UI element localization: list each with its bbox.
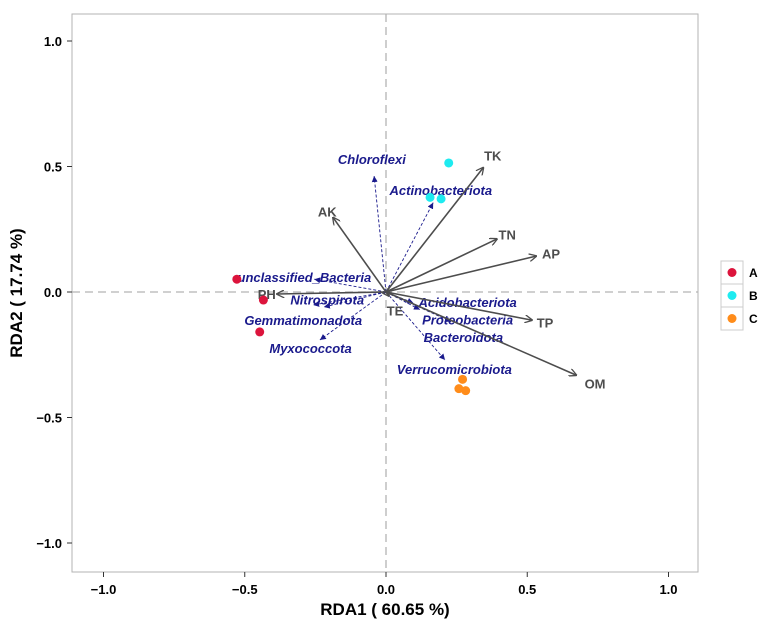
y-tick-label: 0.5 bbox=[44, 160, 62, 175]
y-tick-label: −0.5 bbox=[36, 411, 62, 426]
x-axis-title: RDA1 ( 60.65 %) bbox=[320, 600, 449, 619]
species-label: Nitrospirota bbox=[290, 292, 364, 307]
species-label: Myxococcota bbox=[269, 341, 351, 356]
environment-arrow bbox=[385, 291, 532, 320]
environment-label: TN bbox=[499, 227, 516, 242]
environment-arrow bbox=[385, 256, 536, 293]
environment-arrow bbox=[385, 168, 483, 293]
x-tick-label: −1.0 bbox=[91, 582, 117, 597]
legend-marker bbox=[727, 314, 737, 323]
sample-point-c bbox=[461, 386, 471, 396]
y-tick-label: 1.0 bbox=[44, 34, 62, 49]
sample-point-b bbox=[444, 158, 454, 168]
x-tick-label: 1.0 bbox=[659, 582, 677, 597]
legend-label: A bbox=[749, 266, 758, 280]
x-tick-label: 0.5 bbox=[518, 582, 536, 597]
legend-marker bbox=[727, 268, 737, 277]
species-arrow bbox=[385, 202, 434, 293]
environment-arrow bbox=[277, 292, 387, 294]
sample-point-a bbox=[258, 295, 268, 305]
x-tick-label: −0.5 bbox=[232, 582, 258, 597]
environment-arrow bbox=[385, 291, 576, 375]
legend-label: B bbox=[749, 289, 758, 303]
species-arrow bbox=[371, 175, 387, 293]
environment-arrow bbox=[333, 218, 387, 293]
species-label: Verrucomicrobiota bbox=[397, 362, 512, 377]
sample-point-a bbox=[255, 327, 265, 337]
species-label: Chloroflexi bbox=[338, 152, 406, 167]
sample-point-a bbox=[232, 274, 242, 284]
environment-label: TE bbox=[387, 304, 404, 319]
species-label: Proteobacteria bbox=[422, 313, 513, 328]
species-arrow bbox=[314, 277, 387, 293]
sample-point-c bbox=[454, 384, 464, 394]
species-label: Gemmatimonadota bbox=[244, 313, 362, 328]
environment-label: AP bbox=[542, 246, 560, 261]
species-arrow bbox=[323, 291, 387, 309]
y-axis-title: RDA2 ( 17.74 %) bbox=[7, 228, 26, 357]
sample-point-b bbox=[425, 192, 435, 202]
legend-label: C bbox=[749, 312, 758, 326]
environment-label: TP bbox=[537, 316, 554, 331]
environment-label: TK bbox=[484, 149, 502, 164]
environment-label: OM bbox=[585, 376, 606, 391]
legend-marker bbox=[727, 291, 737, 300]
sample-point-b bbox=[436, 194, 446, 204]
y-tick-label: −1.0 bbox=[36, 536, 62, 551]
sample-point-c bbox=[458, 374, 468, 384]
species-arrow bbox=[319, 291, 387, 341]
y-tick-label: 0.0 bbox=[44, 285, 62, 300]
environment-arrow bbox=[385, 239, 497, 293]
species-label: unclassified_Bacteria bbox=[238, 270, 372, 285]
environment-label: AK bbox=[318, 205, 337, 220]
species-label: Acidobacteriota bbox=[418, 295, 517, 310]
x-tick-label: 0.0 bbox=[377, 582, 395, 597]
species-arrow bbox=[385, 291, 446, 361]
legend: ABC bbox=[720, 260, 758, 331]
species-label: Actinobacteriota bbox=[389, 183, 493, 198]
